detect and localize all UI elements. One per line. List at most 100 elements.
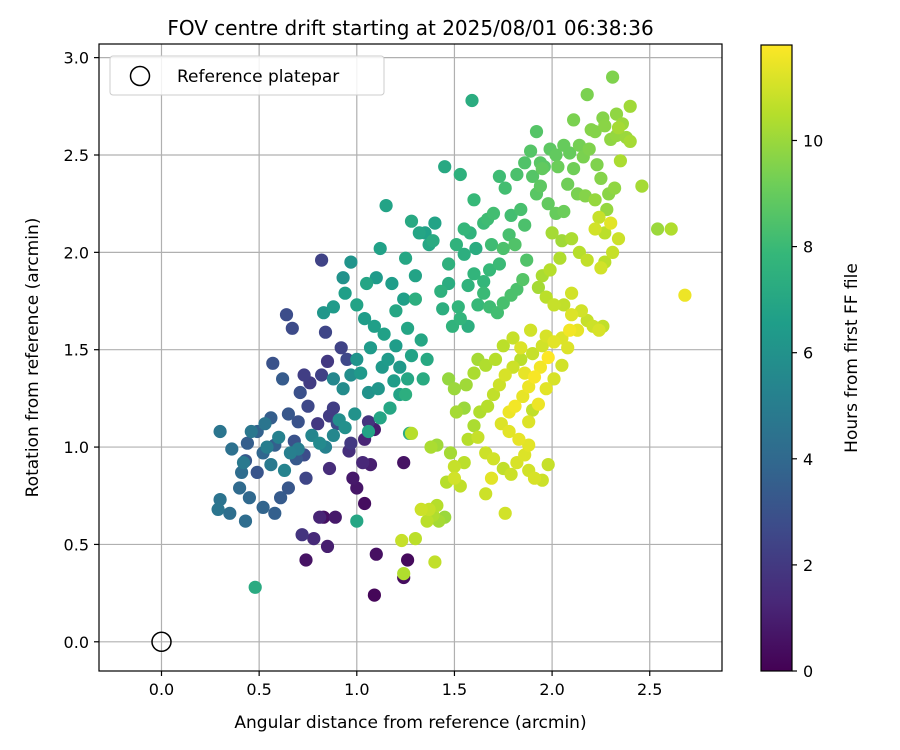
scatter-point [533, 179, 548, 193]
scatter-point [281, 407, 295, 421]
scatter-point [604, 216, 618, 230]
scatter-point [557, 298, 571, 312]
scatter-point [377, 327, 391, 341]
scatter-point [293, 385, 307, 400]
scatter-point [443, 446, 458, 460]
scatter-point [420, 352, 434, 366]
scatter-point [401, 553, 415, 567]
scatter-point [498, 181, 512, 195]
scatter-point [381, 352, 395, 366]
scatter-point [504, 467, 518, 481]
plot-frame [98, 43, 723, 672]
scatter-point [533, 360, 548, 374]
scatter-point [211, 502, 225, 516]
scatter-point [285, 321, 299, 335]
scatter-point [498, 506, 512, 520]
scatter-point [608, 181, 622, 195]
scatter-point [484, 471, 499, 485]
y-axis-ticks: 0.0 0.5 1.0 1.5 2.0 2.5 3.0 [64, 49, 99, 652]
scatter-point [399, 251, 413, 265]
scatter-point [522, 380, 536, 394]
colorbar-label: Hours from first FF file [842, 263, 862, 453]
legend: Reference platepar [109, 55, 385, 96]
scatter-point [496, 241, 510, 256]
scatter-point [297, 368, 311, 382]
scatter-point [260, 440, 274, 454]
scatter-point [459, 378, 473, 392]
scatter-point [361, 415, 376, 429]
scatter-point [326, 300, 340, 314]
scatter-point [264, 458, 278, 472]
colorbar-tick-label: 4 [803, 450, 813, 469]
scatter-point [383, 401, 397, 415]
scatter-point [401, 372, 415, 386]
scatter-point [541, 458, 555, 472]
colorbar-tick-label: 0 [803, 662, 813, 681]
scatter-point [350, 298, 364, 312]
scatter-point [393, 360, 407, 374]
scatter-point [350, 514, 364, 528]
scatter-point [551, 160, 565, 174]
scatter-point [465, 93, 479, 108]
scatter-point [428, 555, 442, 569]
y-tick-label: 1.0 [64, 438, 89, 457]
scatter-point [233, 481, 247, 495]
scatter-point [502, 424, 516, 439]
y-tick-label: 1.5 [64, 341, 89, 360]
scatter-point [328, 510, 342, 524]
scatter-point [397, 456, 411, 470]
scatter-point [428, 216, 442, 230]
scatter-point [609, 107, 624, 121]
scatter-point [397, 292, 411, 306]
scatter-point [524, 144, 538, 158]
scatter-point [277, 463, 292, 477]
scatter-point [326, 401, 340, 415]
scatter-point [635, 179, 649, 193]
x-tick-label: 0.5 [246, 680, 271, 699]
scatter-point [453, 167, 467, 182]
scatter-point [389, 339, 403, 353]
scatter-point [557, 204, 571, 219]
scatter-point [567, 162, 581, 176]
y-tick-label: 3.0 [64, 49, 89, 68]
scatter-point [547, 298, 561, 312]
scatter-point [524, 323, 538, 337]
scatter-point [369, 547, 383, 561]
scatter-point [373, 241, 387, 256]
scatter-point [549, 148, 563, 162]
scatter-point [529, 125, 544, 139]
scatter-point [447, 382, 461, 396]
x-axis-label: Angular distance from reference (arcmin) [234, 713, 586, 733]
scatter-point [461, 278, 475, 293]
scatter-point [412, 226, 426, 240]
scatter-point [318, 325, 333, 339]
scatter-point [518, 156, 532, 170]
scatter-point [449, 238, 463, 252]
scatter-point [488, 352, 503, 366]
scatter-point [512, 432, 526, 446]
scatter-point [358, 312, 372, 326]
scatter-point [336, 271, 350, 285]
scatter-point [334, 341, 348, 355]
scatter-point [490, 306, 504, 320]
scatter-point [467, 193, 481, 207]
scatter-point [594, 171, 608, 185]
scatter-point [553, 251, 567, 265]
scatter-point [225, 442, 239, 456]
colorbar-bar [760, 44, 793, 672]
scatter-point [315, 253, 329, 267]
scatter-point [420, 514, 434, 528]
scatter-point [344, 368, 358, 382]
scatter-point [436, 302, 450, 316]
y-tick-label: 2.5 [64, 146, 89, 165]
legend-box [109, 55, 385, 96]
scatter-point [516, 273, 530, 287]
scatter-point [338, 421, 352, 435]
scatter-point [623, 134, 637, 148]
scatter-point [543, 263, 557, 277]
scatter-point [547, 372, 561, 386]
scatter-point [477, 275, 491, 289]
scatter-point [498, 368, 512, 382]
scatter-point [361, 424, 376, 439]
scatter-point [467, 267, 481, 281]
